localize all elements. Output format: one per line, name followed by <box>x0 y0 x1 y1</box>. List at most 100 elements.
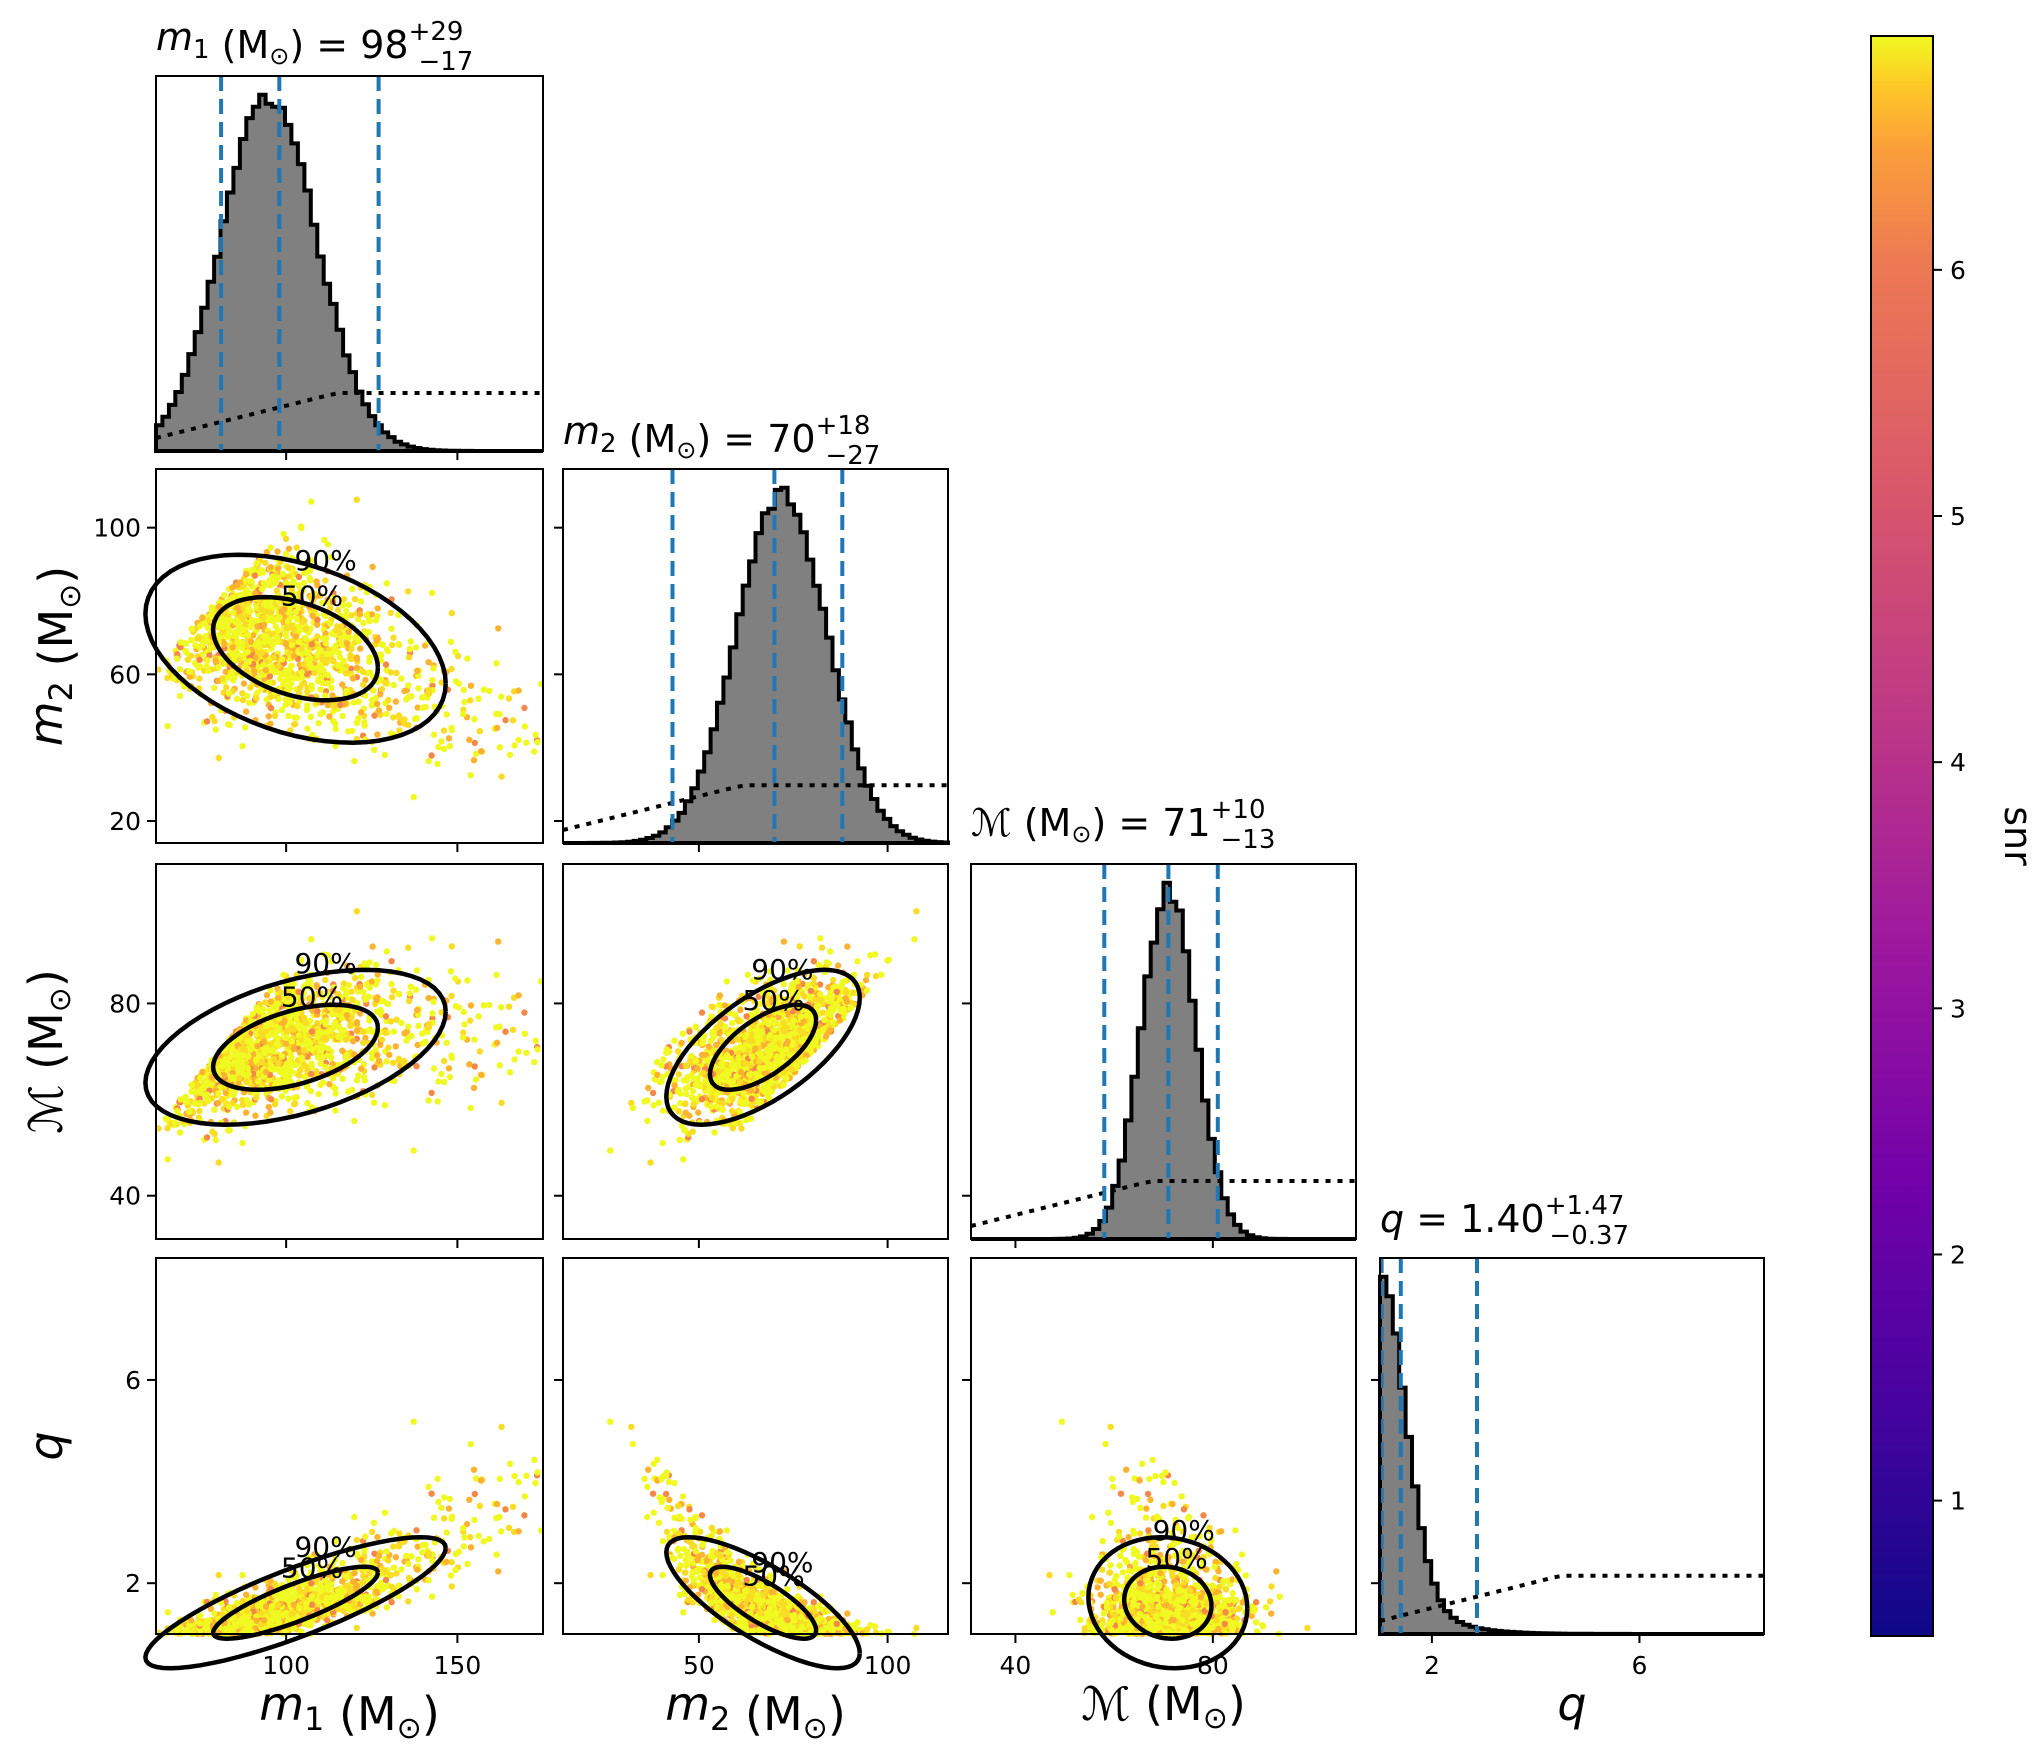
scatter-point <box>331 720 339 727</box>
scatter-point <box>199 614 206 621</box>
scatter-point <box>244 1064 251 1072</box>
scatter-point <box>322 577 329 584</box>
scatter-point <box>196 1099 204 1107</box>
scatter-point <box>273 616 280 623</box>
scatter-point <box>647 1159 654 1166</box>
scatter-point <box>523 739 530 746</box>
scatter-point <box>383 948 390 955</box>
scatter-point <box>224 721 232 728</box>
scatter-point <box>523 1472 530 1480</box>
scatter-point <box>387 609 394 617</box>
scatter-point <box>345 601 353 608</box>
scatter-point <box>752 1045 759 1053</box>
scatter-point <box>719 1100 727 1107</box>
scatter-point <box>267 998 274 1005</box>
scatter-point <box>689 1128 696 1135</box>
scatter-point <box>386 704 393 711</box>
scatter-point <box>267 1096 275 1103</box>
scatter-point <box>308 498 315 505</box>
scatter-point <box>288 587 296 594</box>
scatter-point <box>233 1103 241 1111</box>
scatter-point <box>747 1115 755 1123</box>
scatter-point <box>308 1063 315 1070</box>
scatter-point <box>425 659 432 666</box>
scatter-point <box>761 1064 768 1072</box>
scatter-point <box>222 1056 229 1063</box>
scatter-point <box>349 675 357 682</box>
scatter-point <box>274 1042 281 1050</box>
scatter-point <box>229 650 236 658</box>
scatter-point <box>351 757 358 765</box>
scatter-point <box>467 1002 475 1009</box>
scatter-point <box>315 1090 322 1098</box>
scatter-point <box>385 696 392 704</box>
scatter-point <box>382 1029 389 1036</box>
scatter-point <box>375 1057 383 1065</box>
scatter-point <box>705 1043 712 1050</box>
scatter-point <box>347 655 354 662</box>
scatter-point <box>460 686 467 694</box>
scatter-point <box>282 1040 290 1047</box>
scatter-point <box>267 1109 274 1116</box>
scatter-point <box>164 1609 171 1616</box>
scatter-point <box>375 707 383 714</box>
scatter-point <box>381 1102 389 1109</box>
scatter-point <box>405 944 412 951</box>
scatter-point <box>369 563 376 570</box>
scatter-point <box>498 693 505 700</box>
scatter-point <box>281 678 288 686</box>
scatter-point <box>360 1028 367 1035</box>
scatter-point <box>825 960 832 967</box>
scatter-point <box>658 1062 665 1069</box>
scatter-point <box>262 1068 270 1076</box>
scatter-point <box>221 1072 228 1079</box>
scatter-point <box>692 1023 699 1030</box>
scatter-point <box>470 1466 478 1473</box>
scatter-point <box>440 727 448 734</box>
scatter-point <box>388 994 396 1001</box>
scatter-point <box>430 1514 438 1521</box>
scatter-point <box>863 987 871 994</box>
scatter-point <box>833 1000 840 1007</box>
scatter-point <box>324 672 332 679</box>
scatter-point <box>275 1060 282 1067</box>
scatter-point <box>415 1022 422 1030</box>
scatter-point <box>275 662 282 670</box>
scatter-point <box>268 614 275 622</box>
scatter-point <box>222 1089 229 1097</box>
scatter-point <box>219 623 226 631</box>
scatter-point <box>233 695 241 703</box>
scatter-point <box>333 627 340 634</box>
scatter-point <box>176 666 184 673</box>
scatter-point <box>674 1048 682 1055</box>
scatter-point <box>779 1026 786 1033</box>
scatter-point <box>452 648 459 655</box>
scatter-point <box>301 1061 308 1069</box>
scatter-point <box>827 996 834 1003</box>
scatter-point <box>448 609 455 617</box>
scatter-point <box>521 1009 528 1016</box>
scatter-point <box>486 1535 493 1543</box>
scatter-point <box>767 1079 775 1087</box>
scatter-point <box>671 1037 678 1044</box>
scatter-point <box>363 612 370 619</box>
scatter-point <box>263 548 271 556</box>
scatter-point <box>317 1081 324 1089</box>
scatter-point <box>425 1097 432 1104</box>
scatter-point <box>332 742 339 750</box>
scatter-point <box>470 757 478 764</box>
scatter-point <box>374 731 381 738</box>
scatter-point <box>390 681 398 689</box>
scatter-point <box>368 611 376 618</box>
scatter-point <box>854 958 861 965</box>
scatter-point <box>336 653 344 661</box>
scatter-point <box>308 641 316 648</box>
scatter-point <box>199 1068 206 1076</box>
scatter-point <box>265 713 272 720</box>
scatter-point <box>521 704 528 712</box>
scatter-point <box>307 713 314 720</box>
scatter-point <box>438 679 445 686</box>
scatter-point <box>496 711 503 718</box>
scatter-point <box>388 641 396 649</box>
scatter-point <box>414 667 421 674</box>
